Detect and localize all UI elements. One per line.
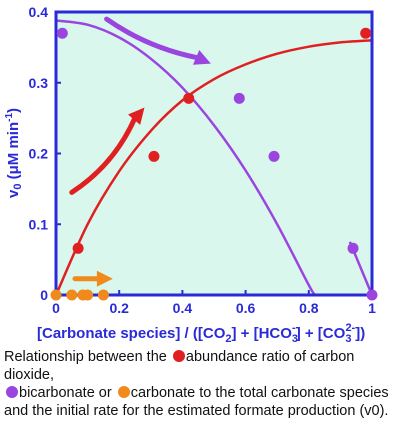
x-tick-label: 0.8 — [299, 300, 319, 316]
data-point-1 — [366, 289, 378, 301]
data-point-2 — [50, 289, 62, 301]
trend-arrow-shaft — [69, 117, 137, 195]
trend-arrow-shaft — [104, 16, 199, 60]
orange-dot-icon — [117, 386, 130, 398]
data-point-0 — [72, 242, 84, 254]
x-tick-label: 1 — [368, 300, 376, 316]
purple-dot-icon — [6, 386, 18, 398]
data-point-1 — [56, 27, 68, 39]
fit-curve-1 — [56, 19, 317, 295]
data-point-0 — [183, 92, 195, 104]
data-point-2 — [82, 289, 94, 301]
trend-arrow-head — [192, 50, 211, 65]
caption-line-1: Relationship between the abundance ratio… — [4, 349, 355, 383]
x-axis-title: [Carbonate species] / ([CO2] + [HCO3-] +… — [37, 322, 365, 345]
x-tick-label: 0 — [52, 300, 60, 316]
data-point-1 — [347, 242, 359, 254]
data-point-0 — [148, 150, 160, 162]
red-dot-icon — [172, 350, 185, 362]
x-tick-label: 0.6 — [236, 300, 256, 316]
data-point-2 — [97, 289, 109, 301]
data-point-2 — [66, 289, 78, 301]
data-point-1 — [268, 150, 280, 162]
x-tick-label: 0.4 — [173, 300, 193, 316]
y-tick-label: 0 — [40, 287, 48, 303]
axis-ticks: 0 0.2 0.4 0.6 0.8 1 0 0.1 0.2 0.3 0.4 — [29, 4, 377, 316]
figure-caption: Relationship between the abundance ratio… — [4, 348, 404, 420]
data-point-0 — [360, 27, 372, 39]
trend-arrow-head — [96, 270, 113, 287]
trend-arrow-head — [127, 107, 145, 125]
caption-line-3: and the initial rate for the estimated f… — [4, 403, 389, 419]
y-tick-label: 0.1 — [29, 216, 49, 232]
y-tick-label: 0.2 — [29, 146, 49, 162]
y-axis-title: v0 (μM min-1) — [4, 108, 24, 198]
y-tick-label: 0.3 — [29, 75, 49, 91]
data-points — [50, 27, 378, 301]
data-point-1 — [233, 92, 245, 104]
y-tick-label: 0.4 — [29, 4, 49, 20]
rate-chart: 0 0.2 0.4 0.6 0.8 1 0 0.1 0.2 0.3 0.4 v0 (μM min-1… — [4, 4, 378, 345]
plot-area — [56, 12, 372, 295]
caption-line-2: bicarbonate or carbonate to the total ca… — [4, 384, 404, 402]
x-tick-label: 0.2 — [109, 300, 129, 316]
trend-arrows — [69, 16, 211, 287]
fit-curve-0 — [56, 39, 372, 295]
